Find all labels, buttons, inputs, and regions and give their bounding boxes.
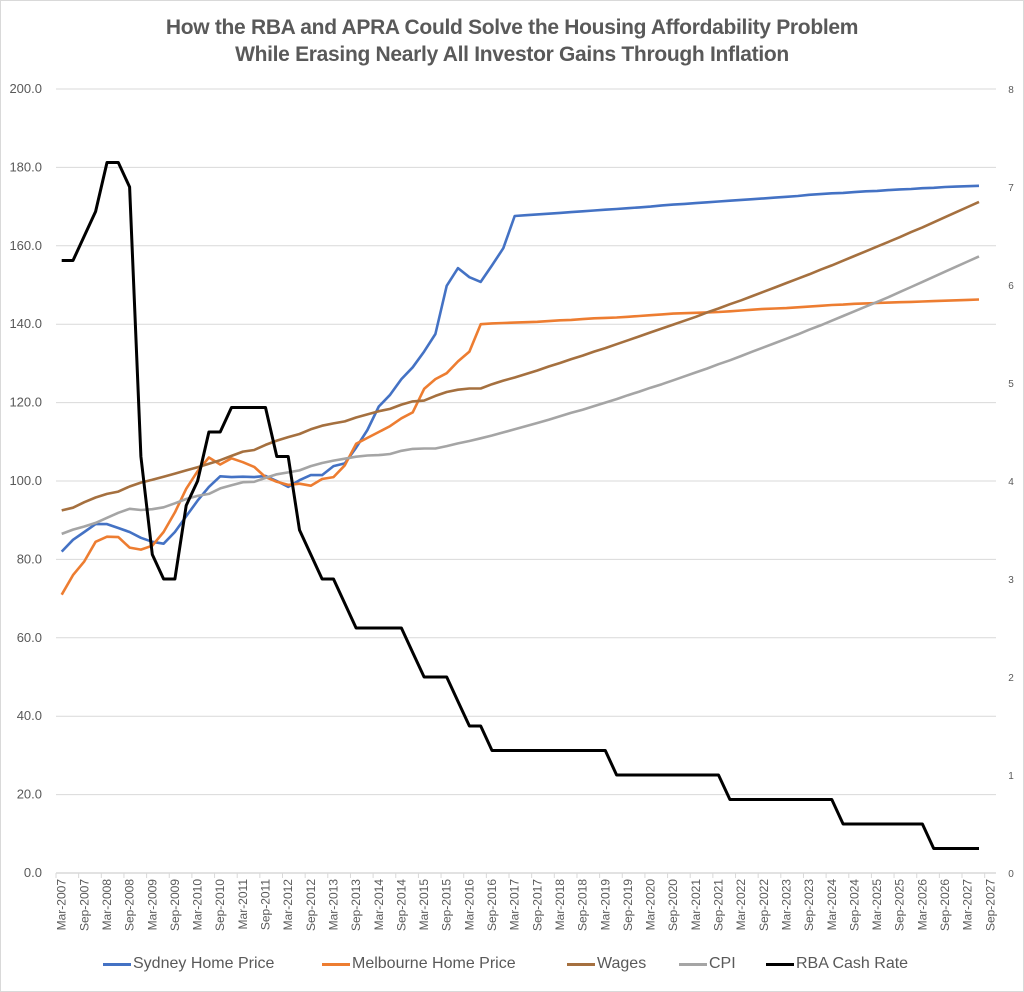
x-tick-label: Mar-2013 — [326, 879, 340, 931]
x-tick-label: Sep-2008 — [123, 879, 137, 931]
x-tick-label: Sep-2019 — [621, 879, 635, 931]
legend-item-sydney: Sydney Home Price — [103, 955, 274, 973]
y2-tick-label: 3 — [1008, 575, 1014, 586]
x-tick-label: Sep-2007 — [77, 879, 91, 931]
x-tick-label: Sep-2012 — [304, 879, 318, 931]
x-tick-label: Sep-2011 — [259, 879, 273, 930]
x-tick-label: Mar-2025 — [870, 879, 884, 931]
legend-item-wages: Wages — [567, 955, 646, 973]
y2-tick-label: 7 — [1008, 183, 1014, 194]
x-tick-label: Sep-2010 — [213, 879, 227, 931]
legend-swatch-rba — [766, 962, 794, 966]
x-tick-label: Sep-2009 — [168, 879, 182, 931]
legend-swatch-wages — [567, 962, 595, 966]
legend-item-cpi: CPI — [679, 955, 736, 973]
y-tick-label: 20.0 — [17, 787, 42, 802]
gridlines — [56, 88, 996, 796]
series-line-sydney-home-price — [60, 184, 980, 553]
x-tick-label: Sep-2024 — [847, 879, 861, 931]
x-tick-label: Mar-2024 — [825, 879, 839, 931]
series-line-melbourne-home-price — [60, 298, 980, 596]
y-tick-label: 140.0 — [9, 316, 42, 331]
x-tick-label: Sep-2022 — [757, 879, 771, 931]
legend-label: Wages — [597, 955, 647, 972]
x-tick-label: Sep-2027 — [983, 879, 997, 931]
y-axis-left: 0.0 20.0 40.0 60.0 80.0 100.0 120.0 140.0 160.0 1… — [9, 81, 42, 880]
x-tick-label: Mar-2009 — [145, 879, 159, 931]
x-tick-label: Sep-2017 — [530, 879, 544, 931]
y2-tick-label: 0 — [1008, 869, 1014, 880]
x-tick-label: Sep-2020 — [666, 879, 680, 931]
x-tick-label: Sep-2023 — [802, 879, 816, 931]
chart-title-line2: While Erasing Nearly All Investor Gains … — [235, 43, 789, 66]
series-lines — [60, 161, 980, 850]
y-tick-label: 0.0 — [24, 865, 42, 880]
x-tick-label: Mar-2027 — [961, 879, 975, 931]
legend-label: RBA Cash Rate — [796, 955, 909, 972]
x-tick-label: Sep-2018 — [576, 879, 590, 931]
x-tick-label: Mar-2026 — [915, 879, 929, 931]
x-tick-label: Mar-2018 — [553, 879, 567, 931]
legend-label: CPI — [709, 955, 736, 972]
x-tick-label: Sep-2014 — [394, 879, 408, 931]
y-tick-label: 180.0 — [9, 159, 42, 174]
x-tick-label: Sep-2013 — [349, 879, 363, 931]
y-tick-label: 80.0 — [17, 551, 42, 566]
x-tick-label: Mar-2011 — [236, 879, 250, 930]
x-tick-label: Mar-2007 — [55, 879, 69, 931]
y-tick-label: 160.0 — [9, 238, 42, 253]
legend-item-melbourne: Melbourne Home Price — [322, 955, 516, 973]
legend: Sydney Home Price Melbourne Home Price W… — [0, 955, 1024, 977]
x-axis: Mar-2007 Sep-2007 Mar-2008 Sep-2008 Mar-2009… — [55, 872, 997, 931]
x-tick-label: Mar-2022 — [734, 879, 748, 931]
x-tick-label: Mar-2021 — [689, 879, 703, 931]
y2-tick-label: 2 — [1008, 673, 1014, 684]
x-tick-label: Sep-2025 — [893, 879, 907, 931]
y2-tick-label: 8 — [1008, 85, 1014, 96]
legend-swatch-melbourne — [322, 962, 350, 966]
x-tick-label: Mar-2015 — [417, 879, 431, 931]
x-tick-label: Sep-2021 — [712, 879, 726, 931]
y-tick-label: 200.0 — [9, 81, 42, 96]
x-tick-label: Mar-2014 — [372, 879, 386, 931]
y-tick-label: 60.0 — [17, 630, 42, 645]
y2-tick-label: 1 — [1008, 771, 1014, 782]
x-tick-label: Mar-2023 — [779, 879, 793, 931]
y2-tick-label: 4 — [1008, 477, 1014, 488]
x-tick-label: Sep-2016 — [485, 879, 499, 931]
legend-swatch-cpi — [679, 962, 707, 966]
x-tick-label: Mar-2017 — [508, 879, 522, 931]
y-tick-label: 40.0 — [17, 708, 42, 723]
y-tick-label: 120.0 — [9, 395, 42, 410]
y2-tick-label: 5 — [1008, 379, 1014, 390]
chart-title: How the RBA and APRA Could Solve the Hou… — [0, 14, 1024, 68]
series-line-wages — [61, 200, 980, 512]
x-tick-label: Sep-2015 — [440, 879, 454, 931]
legend-item-rba: RBA Cash Rate — [766, 955, 908, 973]
x-tick-label: Mar-2019 — [598, 879, 612, 931]
chart-title-line1: How the RBA and APRA Could Solve the Hou… — [165, 16, 859, 39]
series-line-rba-cash-rate — [61, 161, 979, 850]
y2-tick-label: 6 — [1008, 281, 1014, 292]
series-line-cpi — [61, 255, 980, 536]
x-tick-label: Mar-2012 — [281, 879, 295, 931]
y-tick-label: 100.0 — [9, 473, 42, 488]
x-tick-label: Mar-2020 — [644, 879, 658, 931]
legend-label: Sydney Home Price — [133, 955, 275, 972]
x-tick-label: Sep-2026 — [938, 879, 952, 931]
y-axis-right: 0 1 2 3 4 5 6 7 8 — [1008, 85, 1014, 880]
legend-swatch-sydney — [103, 962, 131, 966]
x-tick-label: Mar-2016 — [462, 879, 476, 931]
x-tick-label: Mar-2010 — [191, 879, 205, 931]
legend-label: Melbourne Home Price — [352, 955, 516, 972]
x-tick-label: Mar-2008 — [100, 879, 114, 931]
